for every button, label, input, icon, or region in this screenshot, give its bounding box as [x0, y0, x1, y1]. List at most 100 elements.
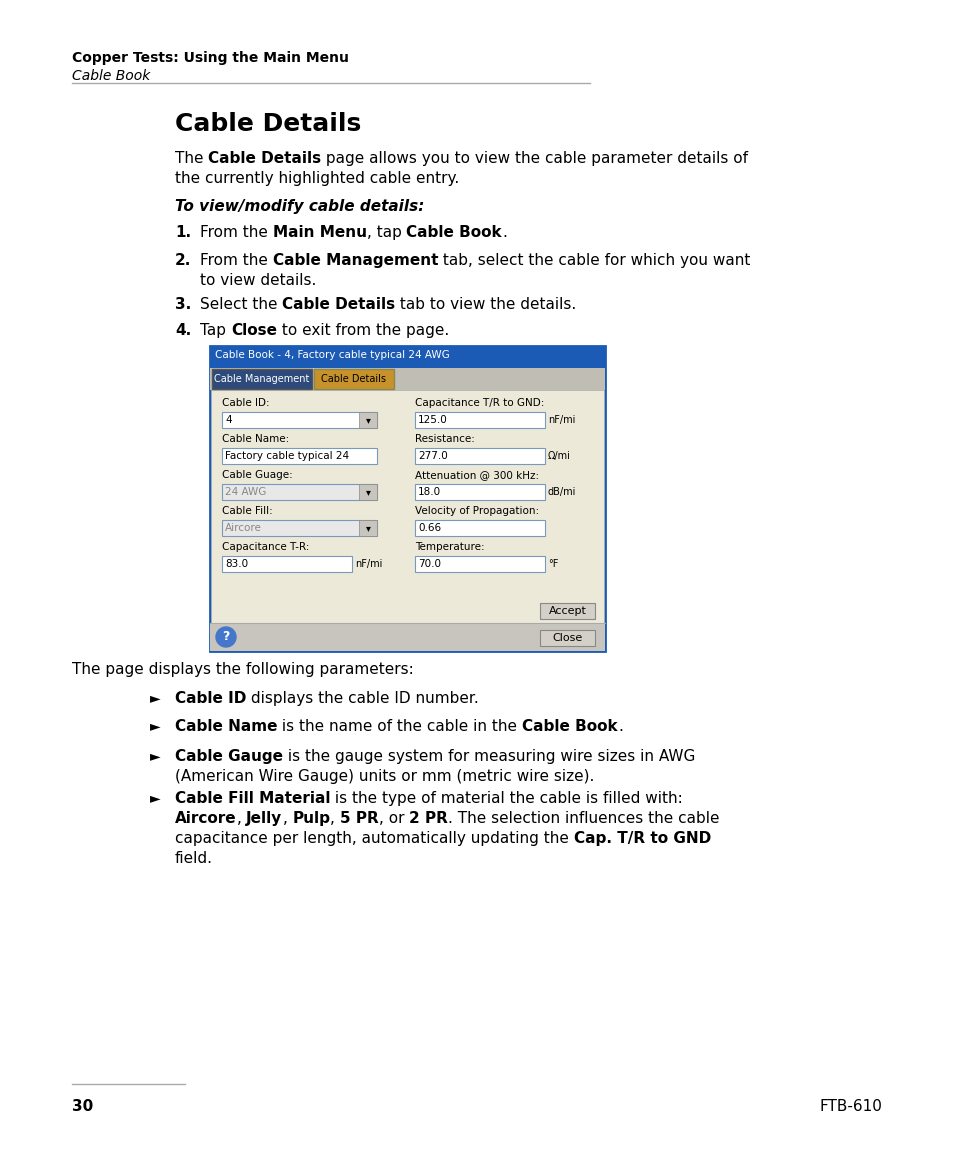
Text: 0.66: 0.66: [417, 523, 440, 533]
FancyBboxPatch shape: [415, 520, 544, 535]
Text: The: The: [174, 151, 208, 166]
FancyBboxPatch shape: [210, 369, 604, 389]
Text: 83.0: 83.0: [225, 559, 248, 569]
FancyBboxPatch shape: [222, 449, 376, 464]
Text: is the name of the cable in the: is the name of the cable in the: [277, 719, 522, 734]
Text: Pulp: Pulp: [292, 811, 330, 826]
Text: . The selection influences the cable: . The selection influences the cable: [448, 811, 719, 826]
Text: the currently highlighted cable entry.: the currently highlighted cable entry.: [174, 172, 458, 185]
Text: Copper Tests: Using the Main Menu: Copper Tests: Using the Main Menu: [71, 51, 349, 65]
Text: Attenuation @ 300 kHz:: Attenuation @ 300 kHz:: [415, 471, 538, 480]
Text: nF/mi: nF/mi: [547, 415, 575, 425]
Text: °F: °F: [547, 559, 558, 569]
Text: From the: From the: [200, 225, 273, 240]
Text: 5 PR: 5 PR: [340, 811, 378, 826]
Text: Temperature:: Temperature:: [415, 542, 484, 552]
Text: Accept: Accept: [548, 606, 586, 615]
FancyBboxPatch shape: [358, 520, 376, 535]
Text: Select the: Select the: [200, 297, 282, 312]
Text: to exit from the page.: to exit from the page.: [276, 323, 449, 338]
FancyBboxPatch shape: [222, 520, 376, 535]
Text: Cable Fill:: Cable Fill:: [222, 506, 273, 516]
FancyBboxPatch shape: [415, 484, 544, 500]
Text: Aircore: Aircore: [174, 811, 236, 826]
Text: ,: ,: [330, 811, 340, 826]
Text: 2 PR: 2 PR: [409, 811, 448, 826]
Text: Cable Name: Cable Name: [174, 719, 277, 734]
Text: 70.0: 70.0: [417, 559, 440, 569]
FancyBboxPatch shape: [314, 369, 394, 389]
Text: 18.0: 18.0: [417, 487, 440, 497]
FancyBboxPatch shape: [222, 556, 352, 573]
Text: Cable Name:: Cable Name:: [222, 433, 289, 444]
Text: Aircore: Aircore: [225, 523, 262, 533]
Text: tab to view the details.: tab to view the details.: [395, 297, 577, 312]
Text: 2.: 2.: [174, 253, 192, 268]
Text: Cable Book: Cable Book: [522, 719, 618, 734]
Text: 4: 4: [225, 415, 232, 425]
Text: Jelly: Jelly: [246, 811, 282, 826]
Text: ►: ►: [150, 749, 160, 763]
FancyBboxPatch shape: [358, 411, 376, 428]
Text: Close: Close: [552, 633, 582, 643]
Text: Cable Management: Cable Management: [214, 374, 310, 384]
Text: , tap: , tap: [366, 225, 406, 240]
Text: ►: ►: [150, 790, 160, 806]
Text: ?: ?: [222, 630, 230, 643]
Text: Cable Book - 4, Factory cable typical 24 AWG: Cable Book - 4, Factory cable typical 24…: [214, 350, 449, 360]
Text: 30: 30: [71, 1099, 93, 1114]
Text: capacitance per length, automatically updating the: capacitance per length, automatically up…: [174, 831, 573, 846]
Text: field.: field.: [174, 851, 213, 866]
FancyBboxPatch shape: [210, 347, 604, 369]
Text: 1.: 1.: [174, 225, 191, 240]
Text: is the gauge system for measuring wire sizes in AWG: is the gauge system for measuring wire s…: [283, 749, 695, 764]
Text: .: .: [618, 719, 622, 734]
Text: From the: From the: [200, 253, 273, 268]
FancyBboxPatch shape: [212, 369, 312, 389]
Text: ▾: ▾: [365, 415, 370, 425]
Text: to view details.: to view details.: [200, 274, 316, 287]
Text: ►: ►: [150, 691, 160, 705]
Text: Cable Details: Cable Details: [321, 374, 386, 384]
Text: Cable ID:: Cable ID:: [222, 398, 270, 408]
Text: Cable Book: Cable Book: [71, 70, 150, 83]
Text: is the type of material the cable is filled with:: is the type of material the cable is fil…: [330, 790, 682, 806]
Text: FTB-610: FTB-610: [819, 1099, 882, 1114]
Text: Close: Close: [231, 323, 276, 338]
Text: ,: ,: [236, 811, 246, 826]
Text: (American Wire Gauge) units or mm (metric wire size).: (American Wire Gauge) units or mm (metri…: [174, 770, 594, 783]
Text: Cable Details: Cable Details: [282, 297, 395, 312]
Text: ▾: ▾: [365, 523, 370, 533]
FancyBboxPatch shape: [222, 484, 376, 500]
Text: Cable Guage:: Cable Guage:: [222, 471, 293, 480]
Text: .: .: [501, 225, 506, 240]
Text: displays the cable ID number.: displays the cable ID number.: [246, 691, 478, 706]
FancyBboxPatch shape: [415, 556, 544, 573]
Circle shape: [215, 627, 235, 647]
Text: page allows you to view the cable parameter details of: page allows you to view the cable parame…: [321, 151, 748, 166]
Text: dB/mi: dB/mi: [547, 487, 576, 497]
Text: Tap: Tap: [200, 323, 231, 338]
Text: Cable Details: Cable Details: [174, 112, 361, 136]
Text: ►: ►: [150, 719, 160, 732]
Text: Cable Book: Cable Book: [406, 225, 501, 240]
FancyBboxPatch shape: [358, 484, 376, 500]
FancyBboxPatch shape: [415, 411, 544, 428]
Text: The page displays the following parameters:: The page displays the following paramete…: [71, 662, 414, 677]
Text: Cap. T/R to GND: Cap. T/R to GND: [573, 831, 710, 846]
Text: 125.0: 125.0: [417, 415, 447, 425]
FancyBboxPatch shape: [539, 630, 595, 646]
Text: 4.: 4.: [174, 323, 191, 338]
FancyBboxPatch shape: [415, 449, 544, 464]
Text: Main Menu: Main Menu: [273, 225, 366, 240]
Text: Cable Details: Cable Details: [208, 151, 321, 166]
Text: nF/mi: nF/mi: [355, 559, 382, 569]
FancyBboxPatch shape: [539, 603, 595, 619]
Text: Cable Fill Material: Cable Fill Material: [174, 790, 330, 806]
Text: Capacitance T-R:: Capacitance T-R:: [222, 542, 309, 552]
Text: Capacitance T/R to GND:: Capacitance T/R to GND:: [415, 398, 544, 408]
Text: 3.: 3.: [174, 297, 191, 312]
Text: ▾: ▾: [365, 487, 370, 497]
Text: Cable ID: Cable ID: [174, 691, 246, 706]
FancyBboxPatch shape: [210, 347, 604, 651]
